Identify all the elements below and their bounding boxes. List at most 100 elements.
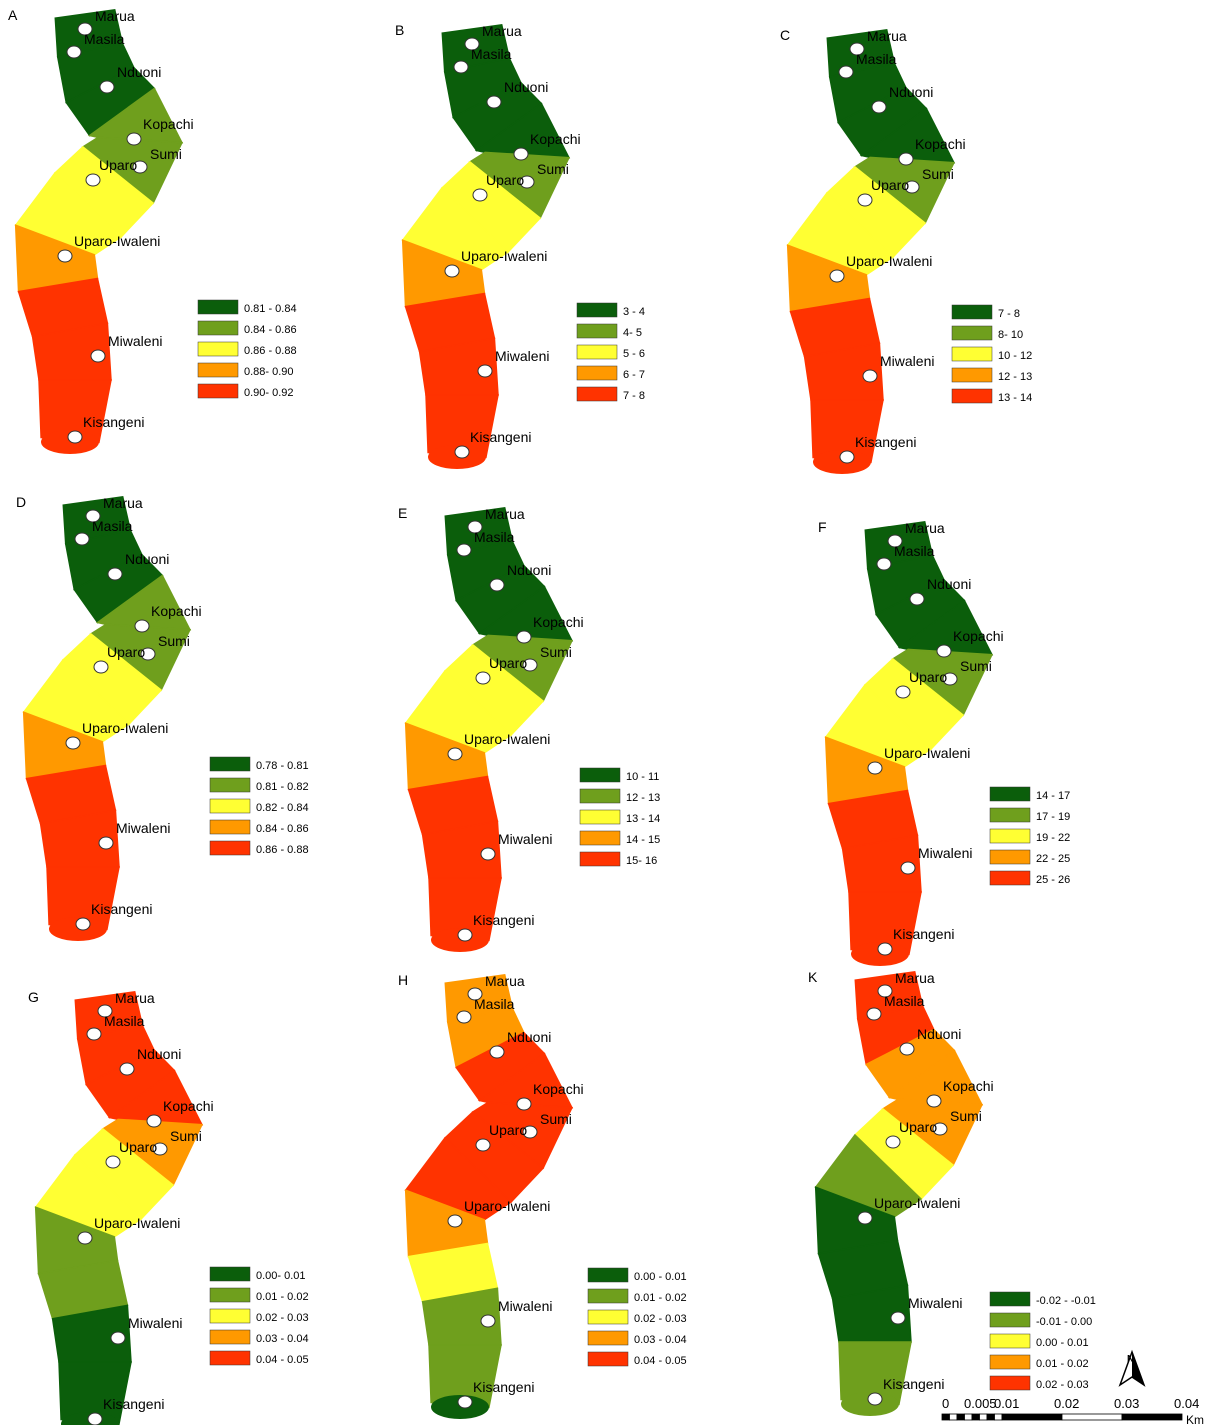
village-marker	[489, 1045, 505, 1059]
village-label: Sumi	[960, 658, 992, 674]
legend-swatch	[209, 798, 251, 814]
village-marker	[85, 509, 101, 523]
village-marker	[444, 264, 460, 278]
village-label: Masila	[92, 518, 133, 534]
village-label: Uparo	[107, 644, 145, 660]
village-label: Nduoni	[917, 1026, 961, 1042]
legend-label: 17 - 19	[1036, 811, 1070, 823]
map-zone	[841, 1392, 899, 1416]
village-marker	[890, 1311, 906, 1325]
village-label: Masila	[471, 46, 512, 62]
legend-swatch	[576, 365, 618, 381]
legend-swatch	[576, 344, 618, 360]
village-label: Uparo	[489, 655, 527, 671]
north-label: N	[1127, 1354, 1134, 1365]
village-marker	[472, 188, 488, 202]
scale-tick-label: 0.03	[1114, 1396, 1139, 1411]
village-label: Marua	[482, 23, 522, 39]
village-label: Marua	[905, 520, 945, 536]
village-label: Sumi	[950, 1108, 982, 1124]
village-label: Kopachi	[163, 1098, 214, 1114]
village-label: Kisangeni	[855, 434, 917, 450]
village-marker	[516, 630, 532, 644]
village-marker	[447, 1214, 463, 1228]
village-marker	[519, 175, 535, 189]
village-marker	[513, 147, 529, 161]
village-marker	[454, 445, 470, 459]
legend-swatch	[579, 788, 621, 804]
village-marker	[457, 928, 473, 942]
village-marker	[105, 1155, 121, 1169]
village-marker	[867, 1392, 883, 1406]
map-zone	[49, 917, 107, 941]
village-label: Nduoni	[507, 1029, 551, 1045]
legend-swatch	[197, 383, 239, 399]
legend-swatch	[951, 304, 993, 320]
village-marker	[99, 80, 115, 94]
village-label: Nduoni	[125, 551, 169, 567]
village-label: Uparo-Iwaleni	[461, 248, 547, 264]
village-label: Masila	[894, 543, 935, 559]
village-marker	[75, 917, 91, 931]
village-marker	[887, 534, 903, 548]
legend-label: 13 - 14	[998, 392, 1032, 404]
village-marker	[87, 1412, 103, 1425]
legend-label: 13 - 14	[626, 813, 660, 825]
legend-swatch	[989, 786, 1031, 802]
legend-swatch	[197, 341, 239, 357]
legend-swatch	[209, 1308, 251, 1324]
legend-swatch	[989, 1312, 1031, 1328]
village-label: Uparo-Iwaleni	[464, 1198, 550, 1214]
village-label: Uparo-Iwaleni	[846, 253, 932, 269]
legend-swatch	[989, 849, 1031, 865]
village-marker	[86, 1027, 102, 1041]
legend-swatch	[951, 388, 993, 404]
legend-label: 0.02 - 0.03	[1036, 1379, 1089, 1391]
village-label: Kisangeni	[103, 1396, 165, 1412]
panel-D: D Marua Masila Nduoni Kopachi Sumi Uparo Uparo-…	[16, 494, 309, 941]
village-marker	[849, 42, 865, 56]
map-zone	[41, 430, 99, 454]
legend-swatch	[989, 807, 1031, 823]
village-marker	[839, 450, 855, 464]
village-marker	[871, 100, 887, 114]
village-marker	[66, 45, 82, 59]
village-label: Marua	[115, 990, 155, 1006]
legend-label: 0.01 - 0.02	[634, 1292, 687, 1304]
village-label: Kisangeni	[83, 414, 145, 430]
legend-swatch	[587, 1309, 629, 1325]
legend-label: 0.02 - 0.03	[634, 1313, 687, 1325]
village-marker	[146, 1114, 162, 1128]
village-marker	[457, 1395, 473, 1409]
village-label: Kisangeni	[91, 901, 153, 917]
village-label: Sumi	[150, 146, 182, 162]
legend-label: 19 - 22	[1036, 832, 1070, 844]
village-label: Uparo	[99, 157, 137, 173]
village-label: Kopachi	[953, 628, 1004, 644]
legend-swatch	[576, 386, 618, 402]
village-label: Masila	[474, 996, 515, 1012]
legend-swatch	[579, 809, 621, 825]
legend-swatch	[209, 1329, 251, 1345]
legend-swatch	[989, 1375, 1031, 1391]
village-label: Uparo	[909, 669, 947, 685]
village-marker	[829, 269, 845, 283]
village-marker	[857, 193, 873, 207]
village-label: Kopachi	[533, 1081, 584, 1097]
village-marker	[85, 173, 101, 187]
village-marker	[909, 592, 925, 606]
legend-swatch	[209, 840, 251, 856]
village-marker	[93, 660, 109, 674]
legend-label: 0.04 - 0.05	[634, 1355, 687, 1367]
legend-label: 5 - 6	[623, 348, 645, 360]
village-label: Sumi	[158, 633, 190, 649]
village-label: Masila	[856, 51, 897, 67]
legend-label: 7 - 8	[998, 308, 1020, 320]
legend-label: 12 - 13	[998, 371, 1032, 383]
panel-B: B Marua Masila Nduoni Kopachi Sumi Uparo Uparo-…	[395, 22, 645, 469]
village-marker	[480, 1314, 496, 1328]
scale-tick-label: 0.005	[964, 1396, 997, 1411]
panel-A: A Marua Masila Nduoni Kopachi Sumi Uparo Uparo-…	[8, 7, 297, 454]
village-label: Uparo-Iwaleni	[94, 1215, 180, 1231]
legend-swatch	[197, 362, 239, 378]
